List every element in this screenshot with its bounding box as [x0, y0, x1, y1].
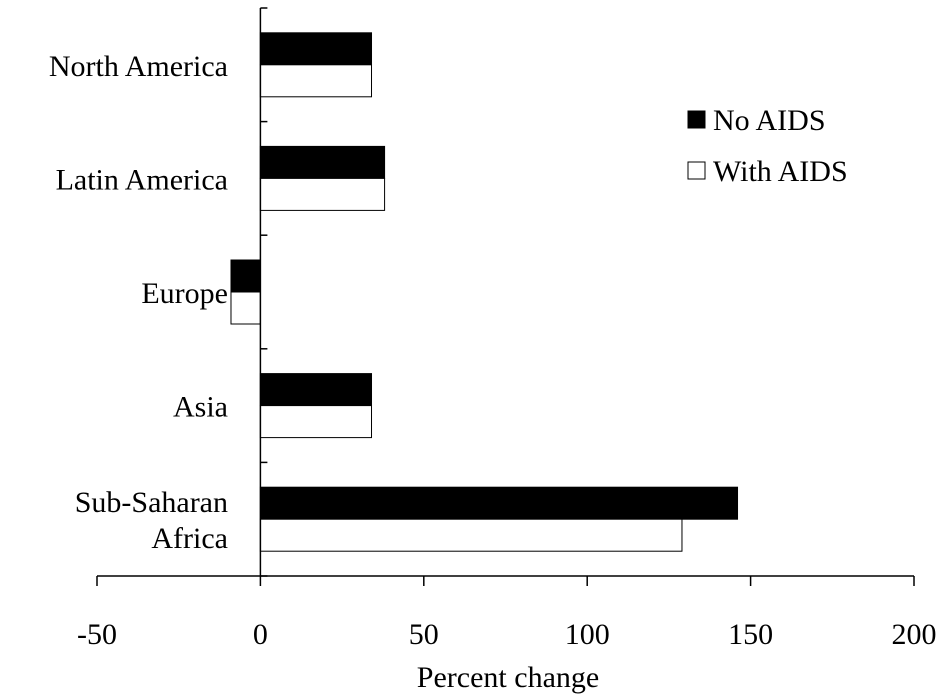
- bar-no-aids-4: [259, 486, 739, 520]
- bars-group: [230, 32, 739, 552]
- bar-no-aids-3: [259, 373, 373, 407]
- x-tick-label: 100: [565, 618, 610, 651]
- bar-with-aids-0: [259, 64, 373, 98]
- bar-with-aids-1: [259, 177, 386, 211]
- bar-no-aids-1: [259, 145, 386, 179]
- x-tick-label: -50: [77, 618, 117, 651]
- bar-no-aids-2: [230, 259, 261, 293]
- category-label: Europe: [141, 277, 228, 310]
- category-labels: North America Latin America Europe Asia Sub-…: [49, 50, 228, 555]
- bar-with-aids-3: [259, 405, 373, 439]
- legend-label-with-aids: With AIDS: [713, 155, 848, 188]
- x-tick-label: 150: [728, 618, 773, 651]
- legend: No AIDS With AIDS: [687, 104, 848, 188]
- x-axis-title: Percent change: [417, 661, 599, 694]
- x-tick-label: 50: [409, 618, 439, 651]
- category-label: Latin America: [56, 163, 228, 196]
- category-label: Sub-Saharan: [75, 486, 228, 519]
- axes-group: [96, 7, 915, 586]
- legend-swatch-no-aids: [687, 110, 706, 129]
- bar-with-aids-4: [259, 518, 683, 552]
- x-tick-label: 200: [892, 618, 937, 651]
- category-label: Asia: [173, 391, 228, 424]
- legend-label-no-aids: No AIDS: [713, 104, 826, 137]
- bar-no-aids-0: [259, 32, 373, 66]
- x-tick-label: 0: [253, 618, 268, 651]
- category-label: Africa: [151, 522, 228, 555]
- bar-with-aids-2: [230, 291, 261, 325]
- tick-labels: -50 0 50 100 150 200: [77, 618, 937, 651]
- legend-swatch-with-aids: [687, 161, 706, 180]
- category-label: North America: [49, 50, 228, 83]
